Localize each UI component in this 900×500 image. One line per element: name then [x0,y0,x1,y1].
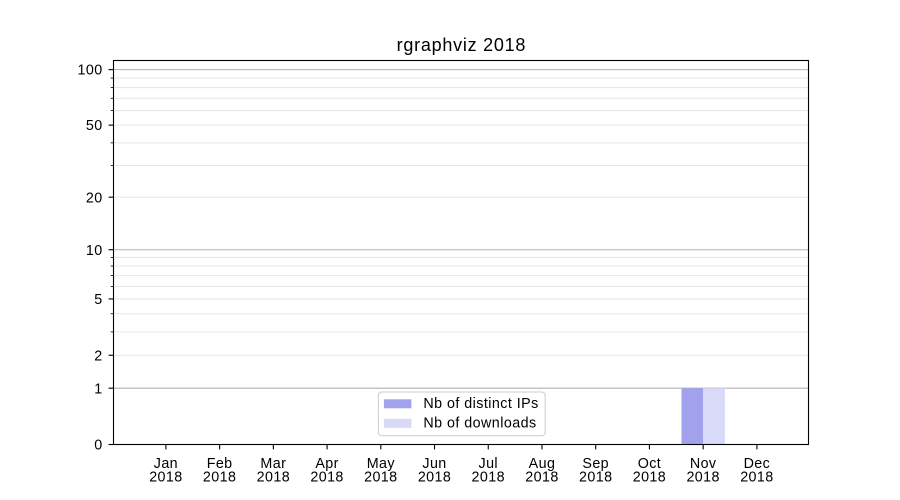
svg-text:2018: 2018 [579,470,612,486]
svg-text:Nov: Nov [690,456,717,472]
svg-text:2018: 2018 [472,470,505,486]
svg-text:2018: 2018 [257,470,290,486]
svg-text:2018: 2018 [364,470,397,486]
svg-text:2018: 2018 [525,470,558,486]
svg-text:20: 20 [86,190,103,206]
svg-text:0: 0 [94,438,102,454]
svg-text:2: 2 [94,348,102,364]
svg-text:May: May [367,456,396,472]
svg-text:Sep: Sep [582,456,609,472]
svg-text:Feb: Feb [207,456,233,472]
svg-text:50: 50 [86,118,103,134]
svg-text:Jul: Jul [479,456,498,472]
svg-text:2018: 2018 [418,470,451,486]
svg-text:Dec: Dec [744,456,771,472]
svg-text:2018: 2018 [310,470,343,486]
svg-text:Jun: Jun [422,456,446,472]
svg-text:2018: 2018 [633,470,666,486]
svg-text:2018: 2018 [740,470,773,486]
svg-text:2018: 2018 [686,470,719,486]
svg-text:5: 5 [94,292,102,308]
svg-text:Nb of distinct IPs: Nb of distinct IPs [423,396,538,412]
svg-text:2018: 2018 [203,470,236,486]
svg-text:Mar: Mar [260,456,286,472]
svg-text:rgraphviz 2018: rgraphviz 2018 [397,35,527,55]
svg-text:Oct: Oct [638,456,661,472]
svg-text:100: 100 [78,63,103,79]
svg-text:1: 1 [94,381,102,397]
svg-text:Jan: Jan [154,456,178,472]
svg-text:Nb of downloads: Nb of downloads [423,415,536,431]
svg-text:10: 10 [86,243,103,259]
svg-text:Apr: Apr [315,456,338,472]
svg-text:2018: 2018 [149,470,182,486]
svg-text:Aug: Aug [529,456,556,472]
